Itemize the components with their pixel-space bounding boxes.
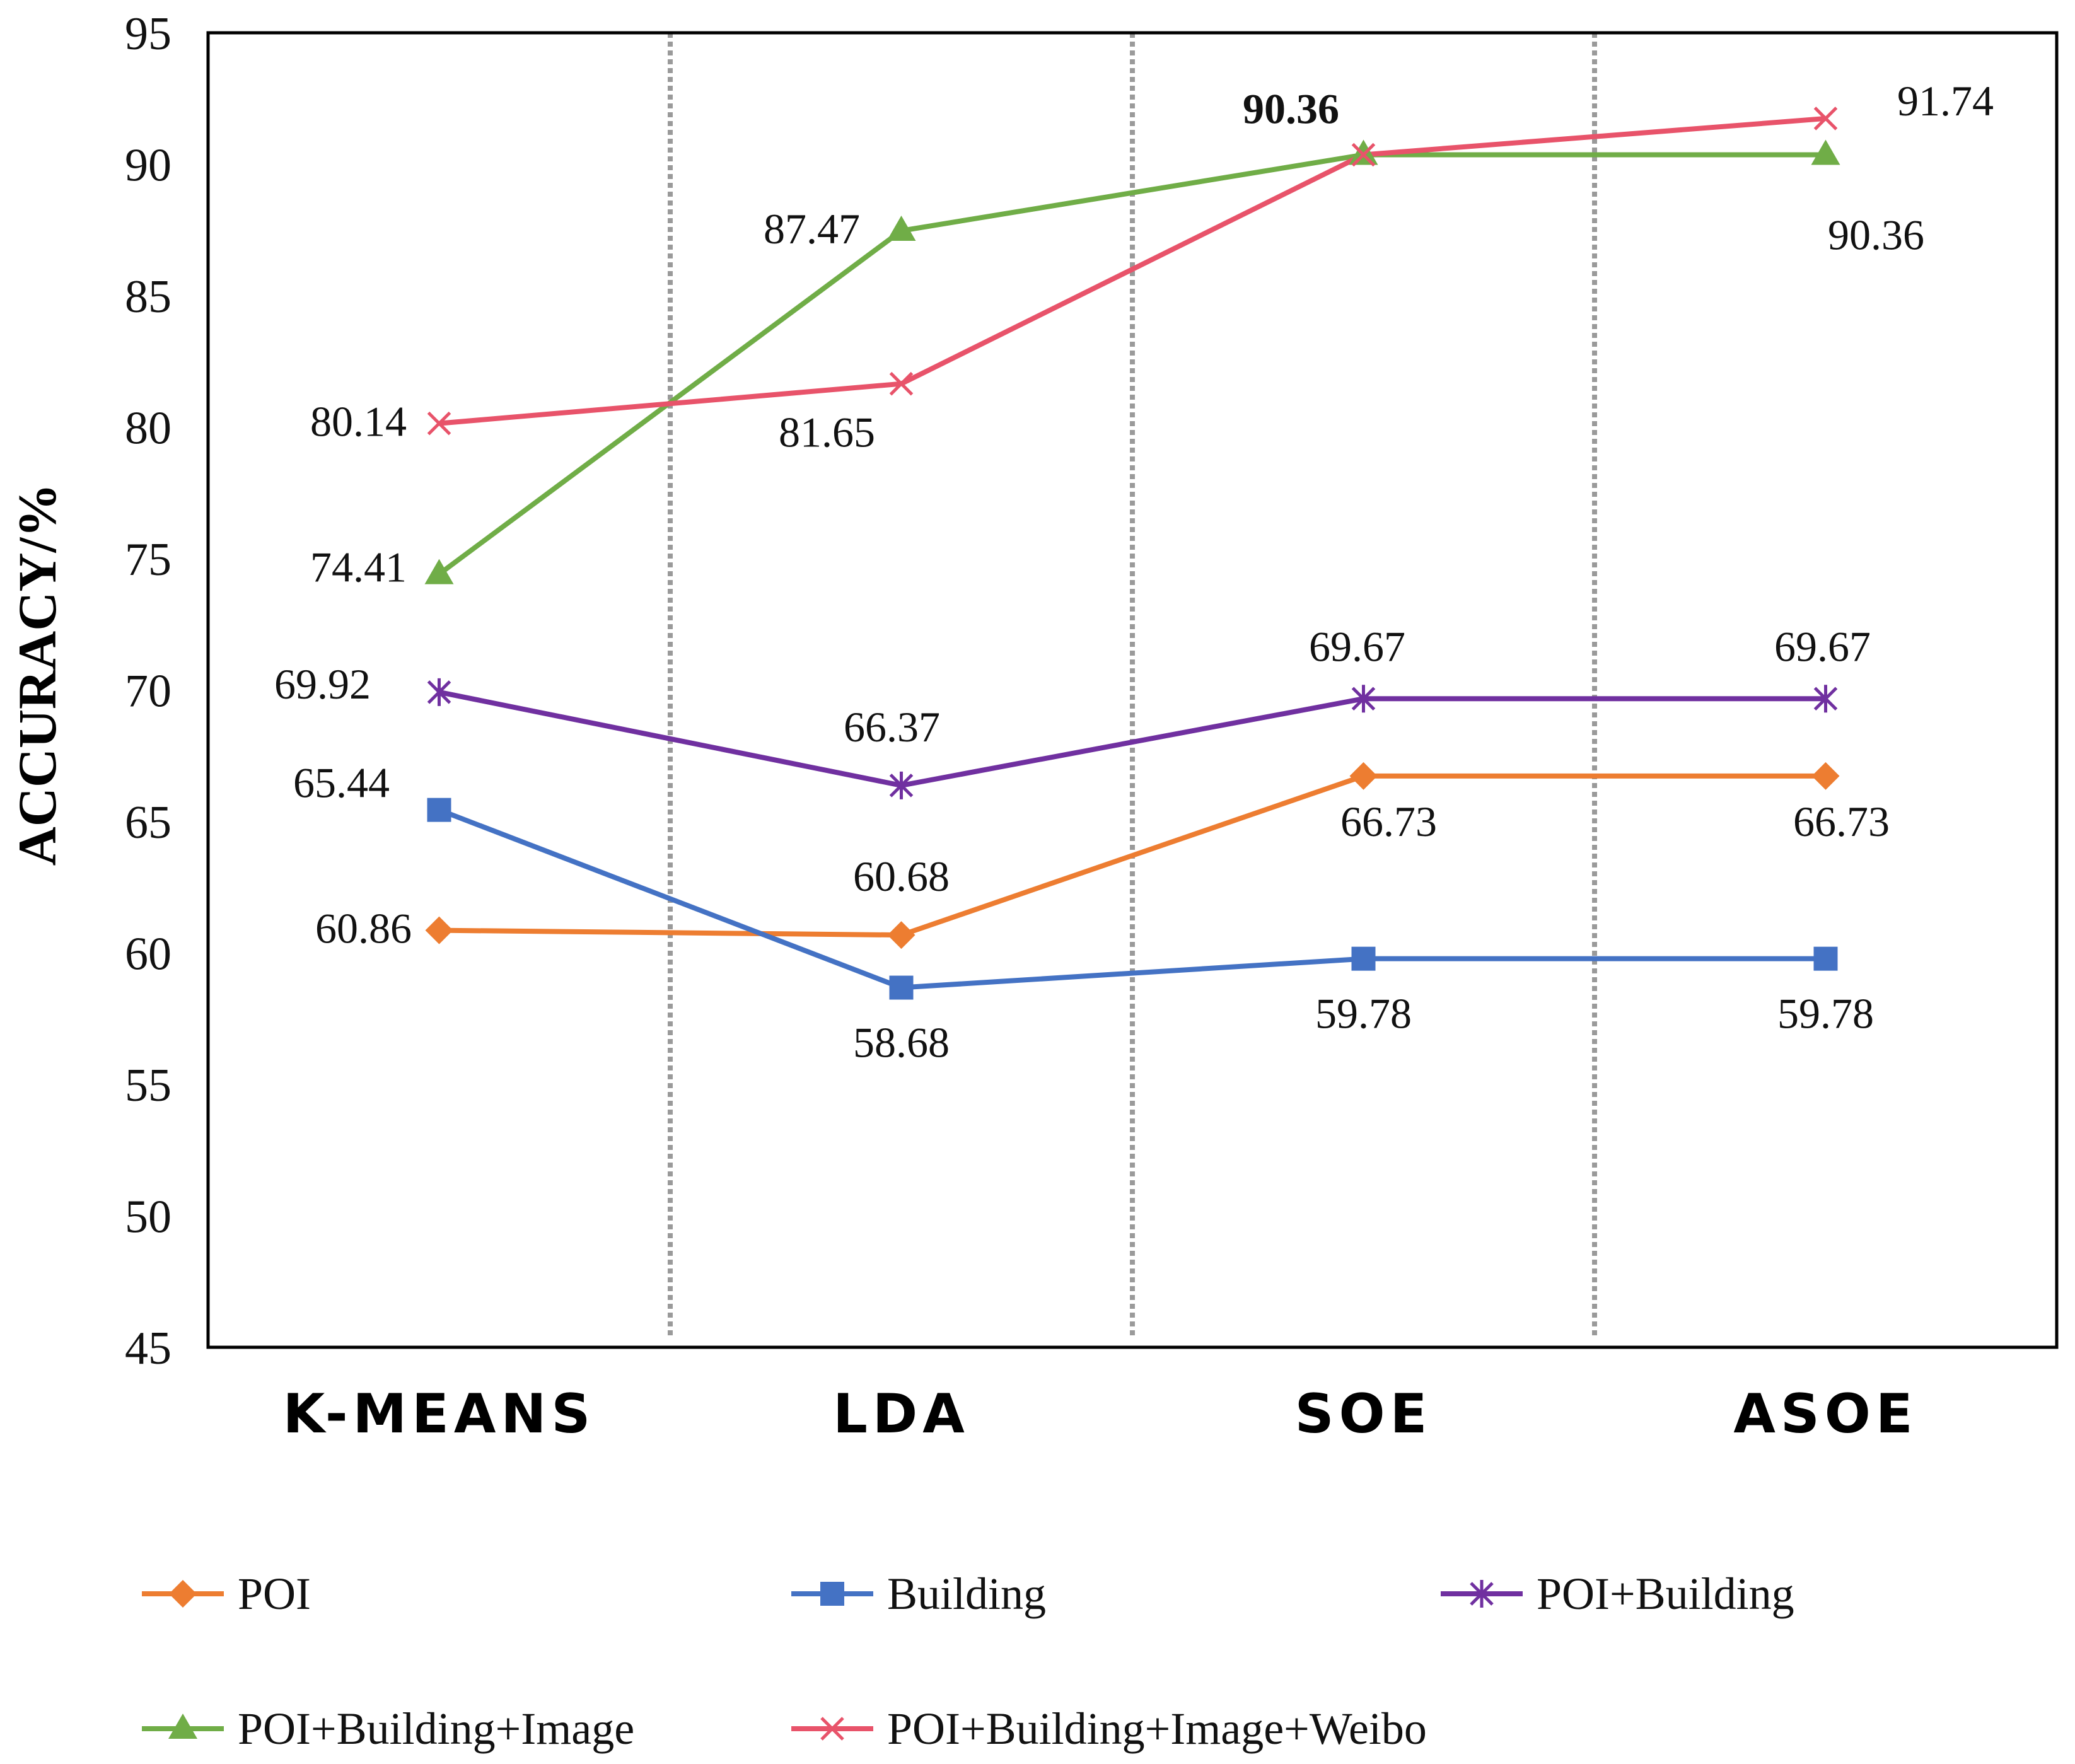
poi-building-image-weibo-data-label: 91.74 (1897, 77, 1994, 125)
y-tick-label: 45 (125, 1323, 171, 1374)
poi-building-data-point (889, 771, 914, 799)
poi-building-image-data-label: 90.36 (1243, 84, 1339, 132)
y-tick-label: 80 (125, 403, 171, 455)
building-legend-marker (820, 1582, 844, 1606)
y-tick-label: 70 (125, 666, 171, 717)
poi-building-data-point (427, 678, 451, 706)
poi-building-image-weibo-data-label: 80.14 (310, 398, 407, 446)
poi-building-image-legend-label: POI+Building+Image (238, 1703, 634, 1754)
y-tick-label: 75 (125, 534, 171, 586)
poi-building-image-weibo-legend-label: POI+Building+Image+Weibo (887, 1703, 1427, 1754)
poi-building-data-point (1351, 685, 1376, 713)
building-data-point (889, 975, 914, 1000)
poi-legend-label: POI (238, 1569, 311, 1619)
poi-data-label: 66.73 (1793, 798, 1890, 845)
y-tick-label: 90 (125, 140, 171, 192)
building-data-point (1813, 946, 1838, 971)
y-axis-title: ACCURACY/% (7, 484, 67, 866)
poi-building-data-label: 69.67 (1309, 622, 1405, 670)
poi-building-data-point (1813, 685, 1838, 713)
poi-data-point (887, 921, 915, 949)
poi-building-data-label: 69.92 (274, 660, 371, 708)
poi-building-image-weibo-data-point (1351, 142, 1376, 167)
building-data-label: 65.44 (293, 759, 390, 807)
poi-building-legend-label: POI+Building (1537, 1569, 1794, 1619)
poi-data-label: 66.73 (1340, 798, 1437, 845)
poi-data-label: 60.86 (315, 905, 412, 953)
y-tick-label: 95 (125, 8, 171, 60)
poi-building-image-data-label: 90.36 (1828, 211, 1924, 258)
poi-building-image-data-point (886, 216, 916, 241)
x-category-label: ASOE (1733, 1383, 1917, 1446)
y-tick-label: 85 (125, 271, 171, 323)
poi-data-point (425, 916, 453, 944)
poi-data-label: 60.68 (853, 852, 950, 900)
poi-building-image-data-point (1811, 139, 1840, 165)
y-tick-label: 55 (125, 1060, 171, 1111)
poi-building-image-weibo-legend-marker (820, 1717, 844, 1741)
building-series-line (438, 807, 1826, 990)
poi-building-data-label: 66.37 (844, 703, 940, 751)
poi-building-legend-marker (1470, 1580, 1494, 1608)
poi-building-series-line (438, 689, 1826, 788)
plot-area-frame (206, 31, 2059, 1349)
poi-building-image-data-point (424, 559, 454, 584)
poi-building-image-legend-marker (168, 1714, 197, 1739)
building-data-label: 59.78 (1777, 990, 1874, 1038)
poi-legend-marker (169, 1580, 197, 1608)
poi-building-image-data-point (1349, 139, 1378, 165)
poi-building-image-weibo-data-label: 81.65 (779, 409, 875, 456)
poi-data-point (1349, 762, 1378, 790)
poi-data-point (1811, 762, 1840, 790)
x-category-label: LDA (833, 1383, 970, 1446)
building-legend-label: Building (887, 1569, 1046, 1619)
building-data-point (427, 798, 451, 822)
y-tick-label: 65 (125, 797, 171, 849)
building-data-label: 58.68 (853, 1019, 950, 1067)
poi-building-image-weibo-series-line (439, 115, 1826, 426)
poi-series-line (439, 773, 1826, 938)
poi-building-image-weibo-data-point (1813, 107, 1838, 131)
poi-building-image-data-label: 87.47 (764, 205, 860, 253)
y-tick-label: 50 (125, 1192, 171, 1243)
x-category-label: SOE (1295, 1383, 1433, 1446)
poi-building-image-data-label: 74.41 (310, 543, 407, 591)
building-data-label: 59.78 (1315, 990, 1412, 1038)
x-category-label: K-MEANS (283, 1383, 596, 1446)
poi-building-data-label: 69.67 (1774, 622, 1871, 670)
building-data-point (1351, 946, 1376, 971)
y-tick-label: 60 (125, 929, 171, 980)
poi-building-image-weibo-data-point (427, 411, 451, 436)
poi-building-image-weibo-data-point (889, 371, 914, 396)
